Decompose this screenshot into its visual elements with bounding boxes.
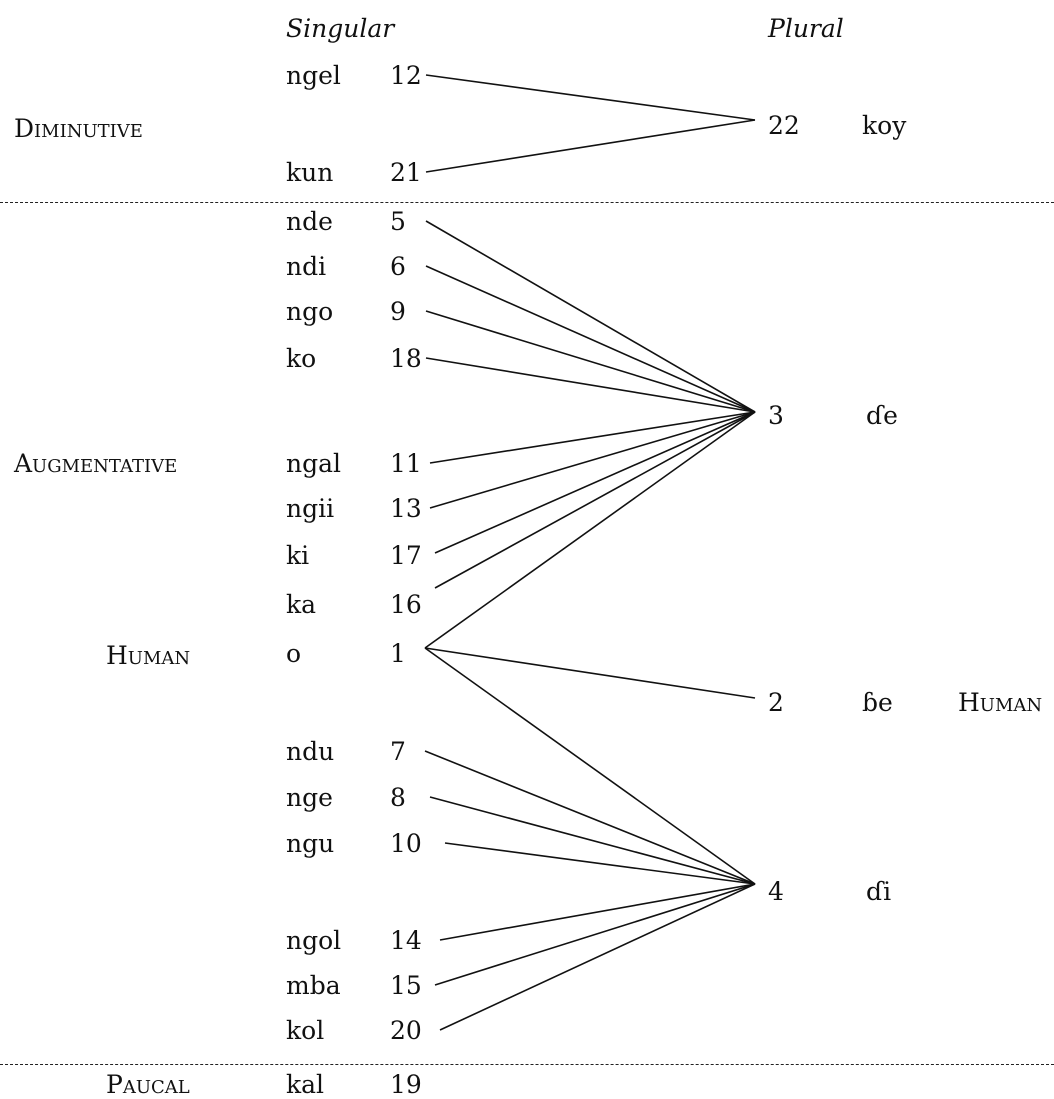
singular-prefix-13: ngii: [286, 494, 335, 523]
singular-class-15: 15: [390, 971, 422, 1000]
link-21-22: [425, 119, 756, 173]
link-6-3: [425, 265, 756, 413]
plural-prefix-22: koy: [862, 111, 907, 140]
singular-prefix-11: ngal: [286, 449, 342, 478]
link-1-2: [424, 647, 756, 699]
singular-class-19: 19: [390, 1070, 422, 1099]
link-9-3: [425, 310, 756, 413]
plural-class-2: 2: [768, 688, 784, 717]
link-17-3: [434, 411, 756, 554]
link-18-3: [425, 357, 756, 413]
singular-class-10: 10: [390, 829, 422, 858]
plural-prefix-4: ɗi: [866, 877, 892, 906]
plural-header: Plural: [768, 14, 844, 43]
singular-prefix-16: ka: [286, 590, 317, 619]
singular-class-17: 17: [390, 541, 422, 570]
link-16-3: [434, 411, 756, 589]
group-label-augmentative: Augmentative: [14, 449, 178, 478]
plural-class-3: 3: [768, 401, 784, 430]
link-12-22: [425, 74, 756, 121]
singular-class-5: 5: [390, 207, 406, 236]
separator-diminutive: [0, 202, 1054, 203]
singular-class-8: 8: [390, 783, 406, 812]
singular-class-7: 7: [390, 737, 406, 766]
singular-prefix-19: kal: [286, 1070, 325, 1099]
link-7-4: [424, 750, 756, 885]
singular-class-11: 11: [390, 449, 422, 478]
singular-class-1: 1: [390, 639, 406, 668]
link-8-4: [429, 796, 756, 885]
link-1-3: [424, 411, 756, 649]
link-10-4: [444, 842, 756, 885]
singular-prefix-20: kol: [286, 1016, 325, 1045]
singular-class-21: 21: [390, 158, 422, 187]
singular-class-13: 13: [390, 494, 422, 523]
singular-prefix-10: ngu: [286, 829, 335, 858]
singular-prefix-6: ndi: [286, 252, 327, 281]
singular-prefix-7: ndu: [286, 737, 335, 766]
group-label-diminutive: Diminutive: [14, 114, 143, 143]
singular-header: Singular: [286, 14, 395, 43]
plural-prefix-3: ɗe: [866, 401, 898, 430]
singular-prefix-17: ki: [286, 541, 310, 570]
link-15-4: [434, 883, 756, 986]
group-label-paucal: Paucal: [106, 1070, 190, 1099]
singular-class-12: 12: [390, 61, 422, 90]
link-5-3: [425, 220, 756, 413]
separator-paucal: [0, 1064, 1054, 1065]
link-1-4: [424, 647, 756, 885]
singular-prefix-9: ngo: [286, 297, 334, 326]
group-label-human-plural: Human: [958, 688, 1043, 717]
plural-prefix-2: ɓe: [862, 688, 893, 717]
link-14-4: [439, 883, 756, 941]
singular-prefix-8: nge: [286, 783, 333, 812]
singular-prefix-15: mba: [286, 971, 341, 1000]
singular-prefix-14: ngol: [286, 926, 342, 955]
singular-prefix-21: kun: [286, 158, 334, 187]
singular-class-9: 9: [390, 297, 406, 326]
singular-prefix-12: ngel: [286, 61, 341, 90]
singular-class-20: 20: [390, 1016, 422, 1045]
singular-class-6: 6: [390, 252, 406, 281]
plural-class-4: 4: [768, 877, 784, 906]
singular-class-16: 16: [390, 590, 422, 619]
singular-prefix-1: o: [286, 639, 302, 668]
link-13-3: [429, 411, 756, 509]
singular-prefix-5: nde: [286, 207, 333, 236]
singular-class-18: 18: [390, 344, 422, 373]
plural-class-22: 22: [768, 111, 800, 140]
group-label-human: Human: [106, 641, 191, 670]
singular-prefix-18: ko: [286, 344, 317, 373]
link-20-4: [439, 883, 756, 1031]
link-11-3: [429, 411, 756, 464]
singular-class-14: 14: [390, 926, 422, 955]
